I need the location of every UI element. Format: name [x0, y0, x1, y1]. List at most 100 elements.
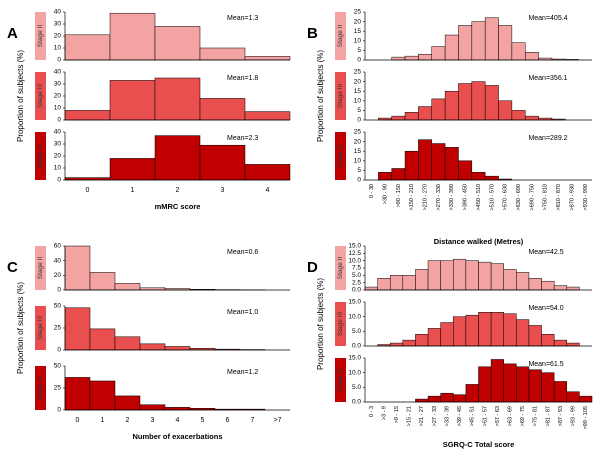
y-tick-label: 20 [54, 153, 62, 160]
x-tick-label: >570 - 630 [503, 184, 509, 210]
bar [109, 80, 156, 121]
bar [503, 363, 517, 403]
y-tick-label: 15.0 [348, 355, 361, 362]
bar [528, 325, 542, 347]
bar [431, 46, 446, 61]
bar [528, 278, 542, 291]
y-tick-label: 10 [54, 45, 62, 52]
x-tick-label: >90 - 150 [396, 184, 402, 207]
y-tick-label: 0.0 [352, 399, 361, 406]
y-axis-title: Proportion of subjects (%) [16, 282, 25, 374]
x-axis-title: Distance walked (Metres) [434, 237, 524, 246]
bar [444, 147, 459, 181]
bar [391, 115, 406, 121]
y-tick-label: 10 [354, 158, 362, 165]
bar [431, 98, 446, 121]
y-tick-label: 15.0 [348, 243, 361, 250]
bar [465, 260, 479, 291]
bar [458, 160, 473, 181]
x-tick-label: 4 [266, 187, 270, 194]
bar [364, 286, 378, 291]
bar [528, 369, 542, 403]
stage-label: Stage III [337, 84, 344, 108]
y-tick-label: 0 [357, 177, 361, 184]
bar [511, 42, 526, 61]
y-tick-label: 25 [354, 9, 362, 16]
bar [89, 272, 116, 291]
bar [139, 343, 166, 351]
x-tick-label: >21 - 27 [419, 406, 425, 426]
stage-box [35, 306, 46, 350]
y-tick-label: 30 [54, 21, 62, 28]
bar [109, 12, 156, 61]
bar [440, 322, 454, 347]
stage-label: Stage II [337, 257, 344, 280]
bar [378, 172, 392, 181]
stage-label: Stage II [37, 25, 44, 48]
y-tick-label: 15.0 [348, 299, 361, 306]
stage-box [35, 132, 46, 180]
bar [427, 395, 441, 403]
bar [440, 260, 454, 291]
bar [541, 334, 555, 347]
bar [478, 366, 492, 403]
bar [415, 269, 429, 291]
y-tick-label: 25 [54, 385, 62, 392]
mean-annotation: Mean=0.6 [227, 249, 258, 256]
y-tick-label: 20 [54, 93, 62, 100]
bar [64, 177, 111, 181]
bar [139, 404, 166, 411]
y-tick-label: 10 [54, 165, 62, 172]
bar [444, 90, 459, 121]
x-tick-label: >690 - 750 [529, 184, 535, 210]
bar [541, 280, 555, 291]
stage-label: Stage II [37, 257, 44, 280]
bar [64, 110, 111, 121]
bar [490, 359, 504, 403]
bar [440, 392, 454, 403]
y-tick-label: 40 [54, 9, 62, 16]
bar [164, 407, 191, 411]
mean-annotation: Mean=42.5 [528, 249, 563, 256]
bar [389, 275, 404, 291]
x-tick-label: >450 - 510 [476, 184, 482, 210]
y-tick-label: 15 [354, 148, 362, 155]
y-axis-title: Proportion of subjects (%) [16, 50, 25, 142]
y-tick-label: 10.0 [348, 257, 361, 264]
bar [498, 25, 513, 61]
bar [503, 269, 517, 291]
bar [458, 83, 473, 121]
stage-box [335, 302, 346, 346]
x-tick-label: >99 - 105 [583, 406, 589, 429]
bar [404, 150, 419, 181]
bar [478, 312, 492, 347]
stage-label: Stage IV [337, 367, 344, 393]
x-tick-label: >57 - 63 [495, 406, 501, 426]
x-tick-label: >150 - 210 [409, 184, 415, 210]
bar [244, 111, 291, 121]
bar [553, 339, 568, 347]
y-tick-label: 25 [354, 129, 362, 136]
y-tick-label: 10.0 [348, 369, 361, 376]
y-axis-title: Proportion of subjects (%) [316, 50, 325, 142]
bar [154, 135, 201, 181]
y-tick-label: 0.0 [352, 343, 361, 350]
bar [402, 275, 416, 291]
x-tick-label: 1 [131, 187, 135, 194]
bar [498, 100, 513, 121]
y-tick-label: 20 [354, 78, 362, 85]
x-tick-label: >210 - 270 [423, 184, 429, 210]
bar [418, 53, 433, 61]
mean-annotation: Mean=61.5 [528, 361, 563, 368]
stage-box [335, 358, 346, 402]
bar [377, 278, 391, 291]
x-tick-label: >630 - 690 [516, 184, 522, 210]
mean-annotation: Mean=1.8 [227, 75, 258, 82]
x-tick-label: >51 - 57 [482, 406, 488, 426]
bar [471, 81, 486, 121]
bar [490, 312, 504, 347]
bar [541, 372, 555, 403]
stage-label: Stage IV [37, 143, 44, 169]
y-tick-label: 5.0 [352, 384, 361, 391]
